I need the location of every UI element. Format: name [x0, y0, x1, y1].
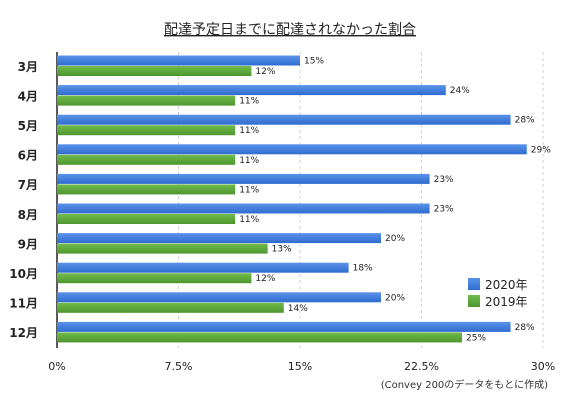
- legend-swatch: [468, 278, 480, 290]
- chart-title: 配達予定日までに配達されなかった割合: [164, 21, 416, 38]
- data-label: 12%: [255, 67, 275, 77]
- data-label: 11%: [239, 97, 259, 107]
- bar-2019: [57, 302, 284, 313]
- bar-2019: [57, 66, 252, 76]
- category-label: 9月: [18, 237, 38, 251]
- bar-2019: [57, 243, 268, 254]
- data-label: 11%: [239, 126, 259, 136]
- data-label: 18%: [353, 264, 373, 274]
- bar-2019: [57, 154, 236, 165]
- bar-2020: [57, 203, 430, 214]
- x-tick-label: 30%: [531, 360, 555, 373]
- bar-2020: [57, 321, 511, 332]
- data-label: 15%: [304, 57, 324, 67]
- bar-2019: [57, 332, 462, 343]
- data-label: 14%: [288, 304, 308, 314]
- data-label: 13%: [272, 245, 292, 255]
- category-label: 4月: [18, 89, 38, 103]
- data-label: 28%: [515, 323, 535, 333]
- x-tick-label: 15%: [288, 360, 312, 373]
- category-label: 7月: [18, 178, 38, 192]
- bar-2019: [57, 273, 252, 284]
- data-label: 23%: [434, 205, 454, 215]
- bar-2020: [57, 144, 527, 155]
- category-labels: 3月 4月 5月 6月 7月 8月 9月 10月 11月 12月: [9, 60, 38, 340]
- data-label: 11%: [239, 215, 259, 225]
- bar-2020: [57, 292, 381, 303]
- category-label: 6月: [18, 149, 38, 163]
- x-tick-labels: 0% 7.5% 15% 22.5% 30%: [48, 360, 555, 373]
- source-note: (Convey 200のデータをもとに作成): [381, 378, 548, 391]
- bars: 15% 12% 24% 11% 28% 11% 29% 11% 23% 11% 23% 11% 20% 1…: [57, 55, 551, 343]
- category-label: 10月: [9, 267, 38, 281]
- data-label: 28%: [515, 116, 535, 126]
- bar-2019: [57, 125, 236, 136]
- bar-2019: [57, 184, 236, 195]
- data-label: 11%: [239, 156, 259, 166]
- bar-2020: [57, 262, 349, 273]
- data-label: 11%: [239, 185, 259, 195]
- x-tick-label: 22.5%: [404, 360, 439, 373]
- bar-2020: [57, 85, 446, 96]
- data-label: 29%: [531, 145, 551, 155]
- legend-label: 2019年: [485, 295, 528, 309]
- bar-2020: [57, 173, 430, 184]
- bar-2020: [57, 114, 511, 125]
- category-label: 11月: [9, 297, 38, 311]
- legend-label: 2020年: [485, 278, 528, 292]
- data-label: 20%: [385, 293, 405, 303]
- x-tick-label: 0%: [48, 360, 65, 373]
- data-label: 25%: [466, 333, 486, 343]
- bar-2020: [57, 55, 300, 66]
- category-label: 12月: [9, 326, 38, 340]
- data-label: 12%: [255, 274, 275, 284]
- category-label: 8月: [18, 208, 38, 222]
- bar-2019: [57, 95, 236, 106]
- bar-2020: [57, 233, 381, 244]
- legend: 2020年 2019年: [468, 278, 528, 309]
- bar-2019: [57, 214, 236, 224]
- category-label: 5月: [18, 119, 38, 133]
- category-label: 3月: [18, 60, 38, 74]
- x-tick-label: 7.5%: [165, 360, 193, 373]
- data-label: 24%: [450, 86, 470, 96]
- data-label: 20%: [385, 234, 405, 244]
- data-label: 23%: [434, 175, 454, 185]
- legend-swatch: [468, 295, 480, 307]
